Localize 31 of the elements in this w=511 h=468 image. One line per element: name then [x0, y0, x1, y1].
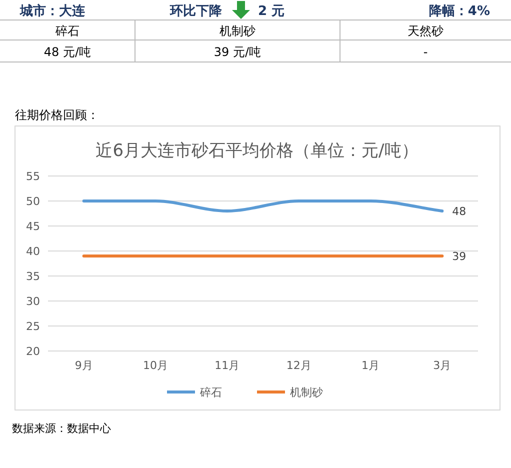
text: 往期价格回顾： — [15, 108, 99, 122]
x-tick-label: 1月 — [362, 359, 380, 372]
text: - — [423, 45, 428, 59]
x-tick-label: 10月 — [143, 359, 168, 372]
text: 机制砂 — [220, 24, 256, 38]
text: 降幅：4% — [428, 4, 490, 19]
x-tick-label: 3月 — [433, 359, 452, 372]
y-tick-label: 55 — [26, 170, 40, 183]
y-tick-label: 25 — [26, 320, 40, 333]
text: 天然砂 — [408, 24, 444, 38]
y-tick-label: 20 — [26, 345, 40, 358]
chart-title: 近6月大连市砂石平均价格（单位：元/吨） — [96, 141, 418, 161]
text: 碎石 — [54, 24, 80, 38]
data-label: 48 — [452, 205, 466, 218]
x-tick-label: 11月 — [214, 359, 240, 372]
source-note: 数据来源：数据中心 — [12, 422, 111, 435]
text: 48 元/吨 — [44, 45, 92, 59]
text: 环比下降 — [169, 4, 223, 19]
y-tick-label: 40 — [26, 245, 40, 258]
data-label: 39 — [452, 250, 466, 263]
y-tick-label: 50 — [26, 195, 40, 208]
y-tick-label: 35 — [26, 270, 40, 283]
x-tick-label: 9月 — [74, 359, 93, 372]
text: 2 元 — [258, 4, 285, 19]
y-tick-label: 45 — [26, 220, 40, 233]
legend-label: 碎石 — [199, 386, 222, 399]
legend-label: 机制砂 — [290, 386, 323, 399]
x-tick-label: 12月 — [286, 359, 312, 372]
text: 城市：大连 — [19, 3, 86, 19]
text: 39 元/吨 — [214, 45, 262, 59]
y-tick-label: 30 — [26, 295, 40, 308]
